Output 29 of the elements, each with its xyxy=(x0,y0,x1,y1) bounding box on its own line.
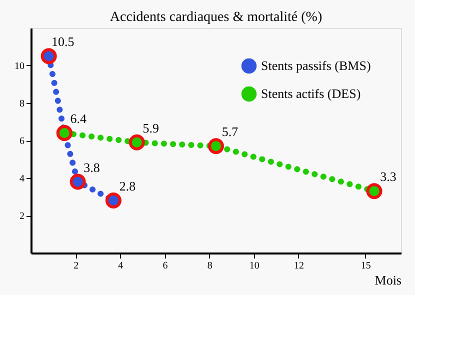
point xyxy=(208,138,224,154)
legend-label: Stents passifs (BMS) xyxy=(261,58,371,73)
data-label: 3.8 xyxy=(84,160,100,175)
data-label: 3.3 xyxy=(380,169,396,184)
chart-title: Accidents cardiaques & mortalité (%) xyxy=(110,10,322,25)
point xyxy=(105,192,122,209)
x-tick-label: 10 xyxy=(249,260,260,272)
y-tick-label: 2 xyxy=(20,211,24,222)
x-tick-label: 6 xyxy=(162,260,168,272)
y-tick-label: 4 xyxy=(20,174,24,184)
data-label: 2.8 xyxy=(119,178,136,194)
point xyxy=(128,134,145,150)
data-label: 6.4 xyxy=(70,111,88,126)
x-tick-label: 8 xyxy=(207,260,212,272)
x-tick-label: 15 xyxy=(360,260,371,272)
data-label: 5.9 xyxy=(142,120,159,136)
x-tick-label: 12 xyxy=(294,260,304,272)
data-label: 5.7 xyxy=(222,124,239,140)
x-tick-label: 2 xyxy=(74,260,79,272)
point xyxy=(40,48,57,64)
point xyxy=(70,174,86,190)
x-tick-label: 4 xyxy=(118,260,124,272)
x-axis-title: Mois xyxy=(374,272,402,288)
y-tick-label: 6 xyxy=(20,136,24,147)
legend-label: Stents actifs (DES) xyxy=(261,86,361,101)
y-tick-label: 8 xyxy=(20,98,24,110)
y-tick-label: 10 xyxy=(14,61,24,72)
point xyxy=(366,183,382,200)
data-label: 10.5 xyxy=(51,34,74,50)
